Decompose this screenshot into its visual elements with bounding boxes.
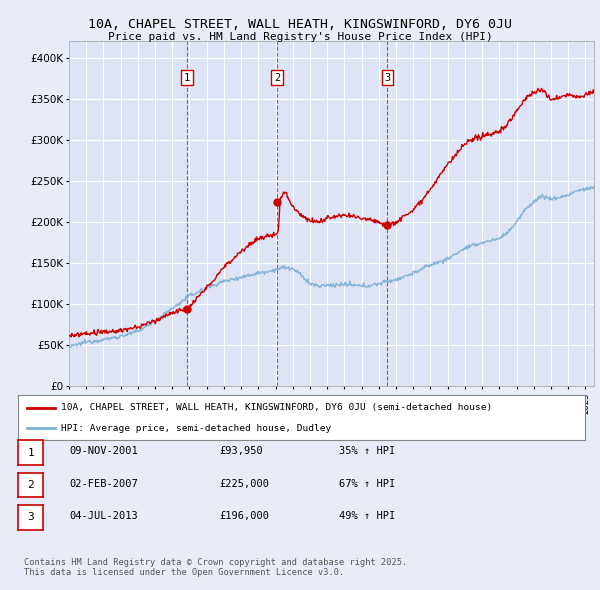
Text: Price paid vs. HM Land Registry's House Price Index (HPI): Price paid vs. HM Land Registry's House …	[107, 32, 493, 41]
Text: 3: 3	[385, 73, 391, 83]
Text: £196,000: £196,000	[219, 512, 269, 521]
Text: £225,000: £225,000	[219, 479, 269, 489]
Text: 35% ↑ HPI: 35% ↑ HPI	[339, 447, 395, 456]
Text: 2: 2	[274, 73, 280, 83]
Text: 1: 1	[184, 73, 190, 83]
Text: 49% ↑ HPI: 49% ↑ HPI	[339, 512, 395, 521]
Text: Contains HM Land Registry data © Crown copyright and database right 2025.
This d: Contains HM Land Registry data © Crown c…	[24, 558, 407, 577]
Text: 09-NOV-2001: 09-NOV-2001	[69, 447, 138, 456]
Text: 3: 3	[27, 513, 34, 522]
Text: 1: 1	[27, 448, 34, 457]
Text: £93,950: £93,950	[219, 447, 263, 456]
Text: 67% ↑ HPI: 67% ↑ HPI	[339, 479, 395, 489]
Text: 2: 2	[27, 480, 34, 490]
Text: 10A, CHAPEL STREET, WALL HEATH, KINGSWINFORD, DY6 0JU: 10A, CHAPEL STREET, WALL HEATH, KINGSWIN…	[88, 18, 512, 31]
Text: 02-FEB-2007: 02-FEB-2007	[69, 479, 138, 489]
Text: 10A, CHAPEL STREET, WALL HEATH, KINGSWINFORD, DY6 0JU (semi-detached house): 10A, CHAPEL STREET, WALL HEATH, KINGSWIN…	[61, 403, 492, 412]
Text: HPI: Average price, semi-detached house, Dudley: HPI: Average price, semi-detached house,…	[61, 424, 331, 433]
Text: 04-JUL-2013: 04-JUL-2013	[69, 512, 138, 521]
